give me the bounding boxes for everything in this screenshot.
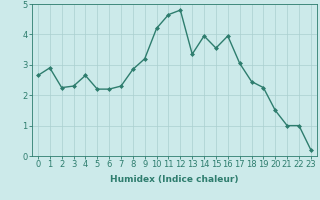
X-axis label: Humidex (Indice chaleur): Humidex (Indice chaleur) <box>110 175 239 184</box>
